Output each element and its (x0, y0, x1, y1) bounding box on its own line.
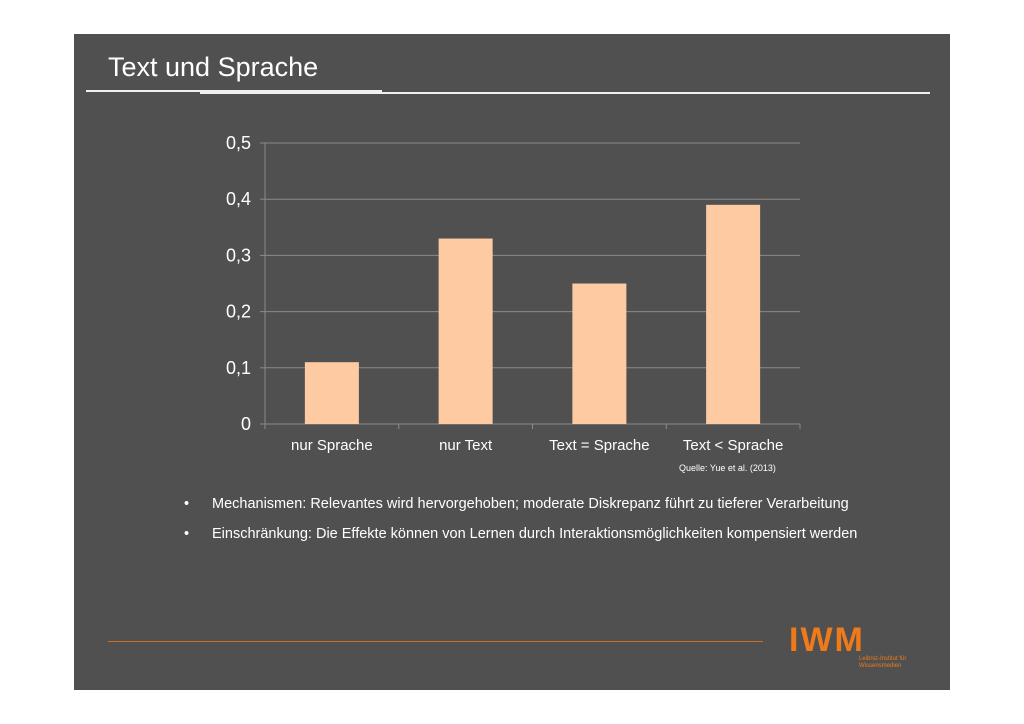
bullet-icon: • (184, 496, 190, 512)
y-tick-label: 0,4 (226, 189, 251, 209)
bullet-list: • Mechanismen: Relevantes wird hervorgeh… (184, 496, 884, 556)
logo-mark: IWM (789, 621, 865, 659)
bar (706, 204, 761, 424)
title-underline (86, 90, 382, 92)
y-tick-label: 0,1 (226, 358, 251, 378)
y-tick-label: 0,5 (226, 133, 251, 153)
bullet-item: • Mechanismen: Relevantes wird hervorgeh… (184, 496, 884, 512)
bar (572, 283, 627, 424)
bullet-item: • Einschränkung: Die Effekte können von … (184, 526, 884, 542)
iwm-logo: IWM Leibniz-Institut für Wissensmedien (789, 620, 929, 676)
bar (438, 238, 493, 424)
bar-layer (304, 204, 761, 424)
logo-subtitle: Leibniz-Institut für Wissensmedien (859, 656, 907, 669)
slide-title: Text und Sprache (108, 52, 319, 82)
x-tick-label: nur Sprache (291, 437, 373, 454)
source-citation: Quelle: Yue et al. (2013) (679, 463, 776, 473)
bar-chart: 0 0,1 0,2 0,3 0,4 0,5 nur Sprache nur Text Text… (226, 133, 801, 454)
title-rule-end (914, 92, 930, 94)
y-tick-label: 0 (241, 414, 251, 434)
y-tick-labels: 0 0,1 0,2 0,3 0,4 0,5 (226, 133, 251, 434)
bar (304, 362, 359, 424)
x-tick-label: Text = Sprache (549, 437, 649, 454)
title-rule (200, 92, 914, 94)
y-tick-label: 0,3 (226, 245, 251, 265)
x-tick-label: Text < Sprache (683, 437, 783, 454)
bullet-text: Einschränkung: Die Effekte können von Le… (212, 526, 858, 542)
x-tick-label: nur Text (439, 437, 493, 454)
y-tick-label: 0,2 (226, 302, 251, 322)
slide: Text und Sprache 0 0,1 0,2 0,3 0,4 0,5 nur Sp… (74, 34, 950, 690)
bullet-icon: • (184, 526, 190, 542)
bullet-text: Mechanismen: Relevantes wird hervorgehob… (212, 496, 849, 512)
footer-rule (108, 641, 763, 642)
x-tick-labels: nur Sprache nur Text Text = Sprache Text < … (291, 437, 783, 454)
